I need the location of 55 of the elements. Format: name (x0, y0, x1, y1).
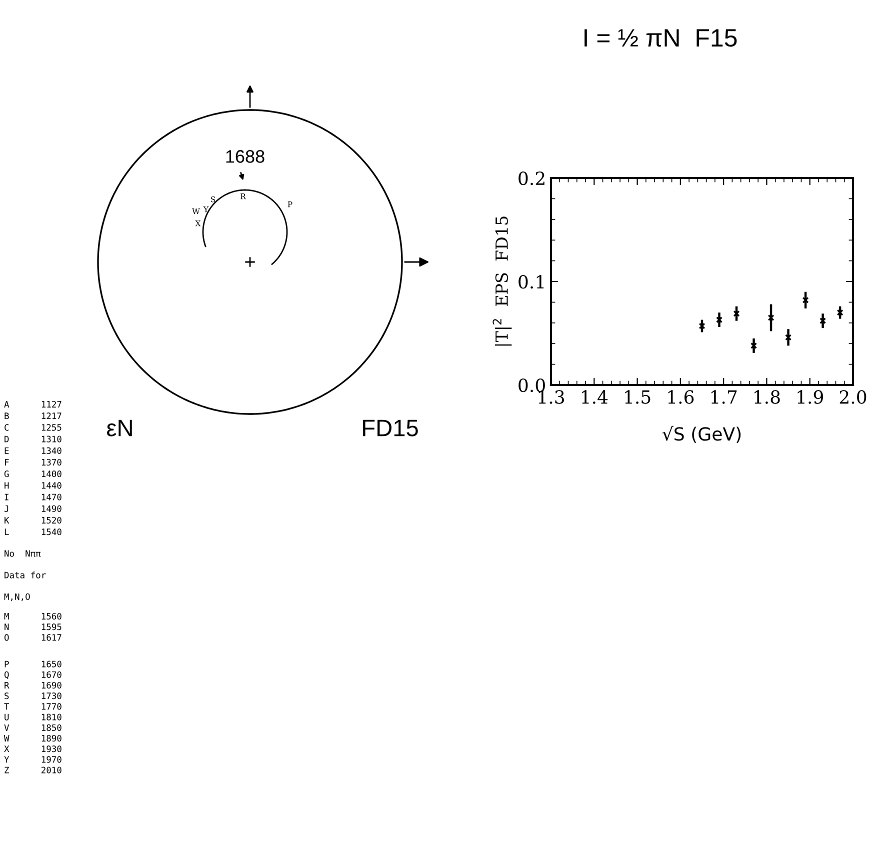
text: P 1650 (4, 660, 62, 668)
text: Z 2010 (4, 766, 62, 774)
point (768, 314, 774, 321)
text: S 1730 (4, 692, 62, 700)
x-tick-label: 1.8 (754, 390, 780, 404)
text: W 1890 (4, 734, 62, 742)
y-axis-title: |T|$^{2}$ EPS FD15 (492, 216, 512, 346)
text: X 1930 (4, 746, 62, 752)
text: D 1310 (4, 436, 62, 442)
x-tick-label: 2.0 (840, 390, 866, 404)
text: εN (107, 420, 132, 436)
point (750, 342, 758, 349)
point (836, 309, 844, 316)
text: No Nππ (4, 550, 41, 557)
x-tick-label: 1.9 (798, 390, 823, 404)
point (698, 322, 706, 330)
y-tick-label: 0.2 (518, 171, 544, 186)
text: N 1595 (4, 624, 62, 630)
text: F 1370 (4, 458, 62, 466)
text: R 1690 (4, 682, 62, 689)
chart-title: I = ½ πN F15 (584, 29, 737, 47)
text: O 1617 (4, 634, 62, 641)
text: B 1217 (4, 412, 62, 420)
text: Q 1670 (4, 671, 62, 679)
text: I 1470 (4, 494, 62, 500)
x-axis-title: √S (GeV) (662, 426, 741, 443)
point (802, 296, 809, 304)
text: H 1440 (4, 482, 62, 489)
x-tick-label: 1.6 (668, 390, 694, 404)
x-tick-label: 1.5 (625, 390, 650, 404)
text: Data for (4, 572, 46, 578)
text: A 1127 (4, 400, 62, 408)
x-tick-label: 1.7 (711, 390, 737, 404)
text: V 1850 (4, 724, 62, 731)
text: J 1490 (4, 505, 62, 512)
point (785, 334, 792, 341)
text: E 1340 (4, 447, 62, 454)
text: K 1520 (4, 516, 62, 524)
text: U 1810 (4, 714, 62, 720)
x-tick-label: 1.4 (582, 390, 608, 404)
y-tick-label: 0.1 (518, 274, 544, 289)
text: 1688 (226, 150, 264, 163)
text: L 1540 (4, 528, 62, 536)
point (716, 316, 723, 324)
text: FD15 (363, 420, 418, 436)
text: T 1770 (4, 703, 62, 710)
point (820, 318, 826, 324)
text: C 1255 (4, 424, 62, 431)
x-tick-label: 1.3 (538, 390, 564, 404)
text: Y 1970 (4, 756, 62, 763)
y-tick-label: 0.0 (518, 378, 545, 392)
text: M 1560 (4, 612, 62, 620)
point (733, 310, 740, 317)
text: M,N,O (4, 593, 30, 602)
text: G 1400 (4, 470, 62, 478)
